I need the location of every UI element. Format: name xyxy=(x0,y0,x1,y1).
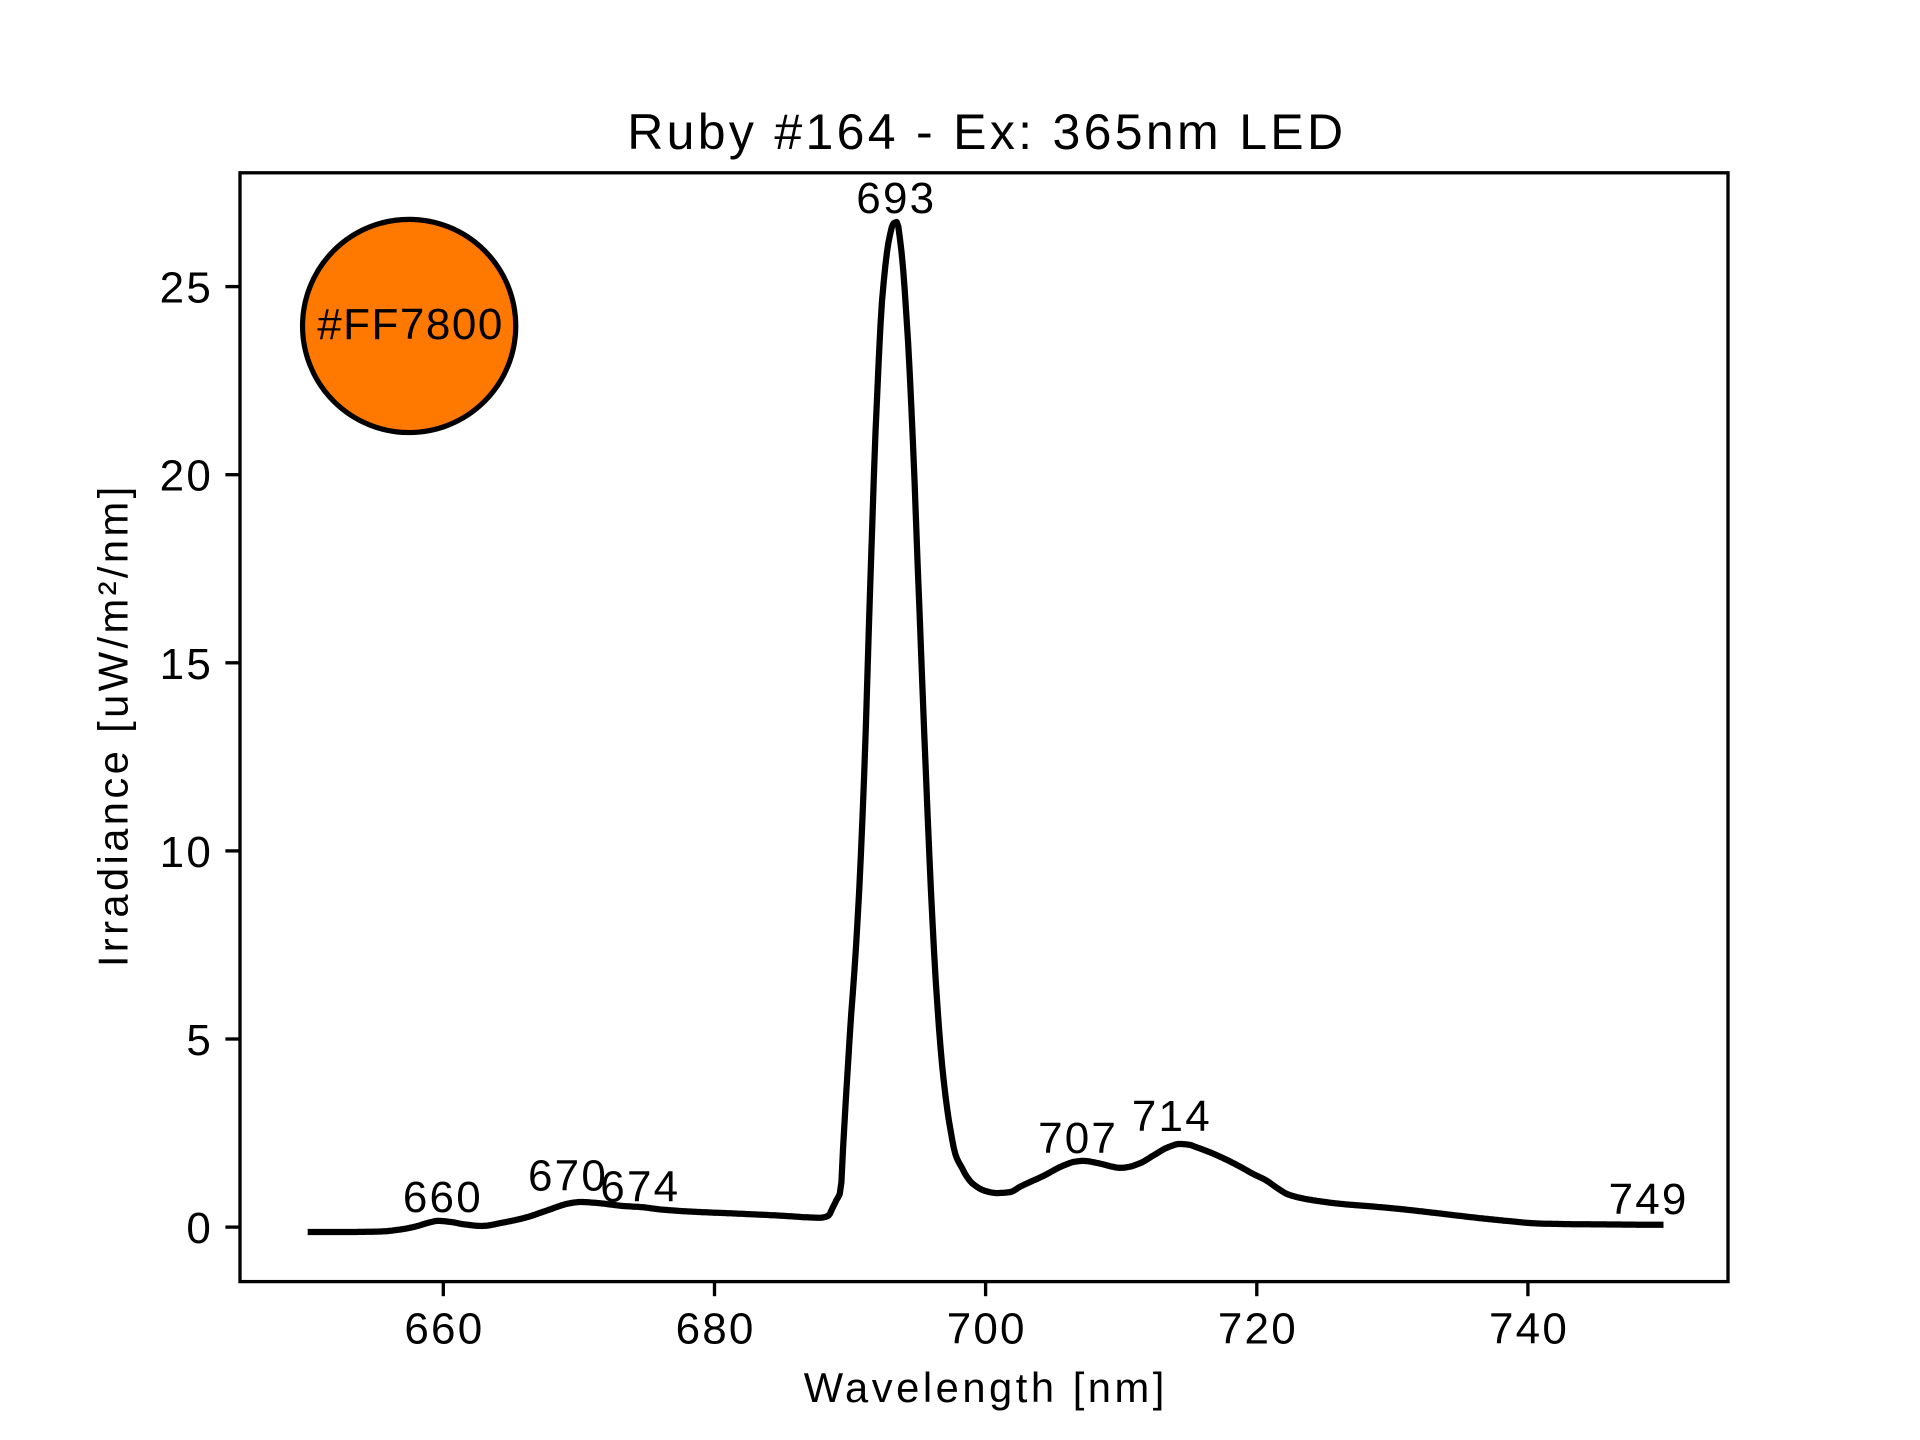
svg-text:700: 700 xyxy=(947,1304,1027,1353)
svg-text:714: 714 xyxy=(1132,1092,1212,1141)
svg-text:15: 15 xyxy=(160,640,213,689)
svg-text:5: 5 xyxy=(186,1016,213,1065)
svg-text:10: 10 xyxy=(160,828,213,877)
svg-text:707: 707 xyxy=(1038,1114,1118,1163)
svg-text:693: 693 xyxy=(856,174,936,223)
svg-text:674: 674 xyxy=(600,1163,680,1212)
svg-text:25: 25 xyxy=(160,264,213,313)
svg-text:670: 670 xyxy=(528,1152,608,1201)
svg-text:749: 749 xyxy=(1609,1175,1689,1224)
svg-text:0: 0 xyxy=(186,1204,213,1253)
svg-text:Wavelength [nm]: Wavelength [nm] xyxy=(804,1364,1168,1411)
svg-text:660: 660 xyxy=(403,1173,483,1222)
svg-text:Ruby #164 - Ex: 365nm LED: Ruby #164 - Ex: 365nm LED xyxy=(627,104,1346,160)
svg-text:#FF7800: #FF7800 xyxy=(317,300,504,349)
svg-text:20: 20 xyxy=(160,452,213,501)
svg-text:Irradiance [uW/m²/nm]: Irradiance [uW/m²/nm] xyxy=(90,483,137,967)
svg-text:740: 740 xyxy=(1489,1304,1569,1353)
svg-text:680: 680 xyxy=(676,1304,756,1353)
svg-text:660: 660 xyxy=(404,1304,484,1353)
svg-text:720: 720 xyxy=(1218,1304,1298,1353)
